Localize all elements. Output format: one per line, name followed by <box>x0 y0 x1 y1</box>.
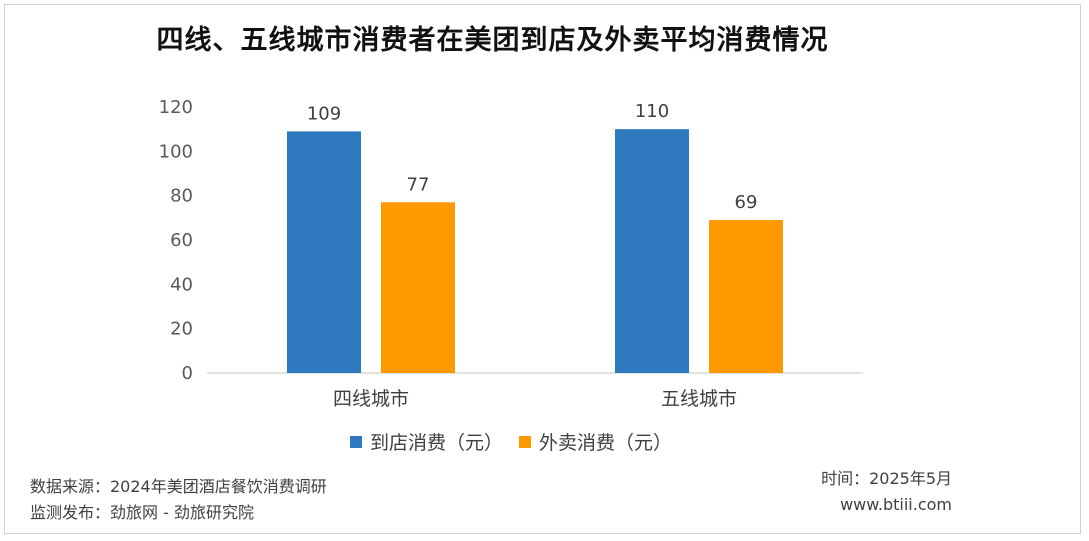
legend-item-dine-in: 到店消费（元） <box>350 428 503 455</box>
data-label: 77 <box>407 174 430 195</box>
bar <box>709 220 783 373</box>
y-axis-ticks: 0 20 40 60 80 100 120 <box>159 97 193 384</box>
website: www.btiii.com <box>840 495 952 514</box>
data-label: 110 <box>635 101 669 122</box>
x-axis-categories: 四线城市 五线城市 <box>333 388 737 410</box>
publish-date: 时间：2025年5月 <box>821 469 952 488</box>
legend-label-delivery: 外卖消费（元） <box>539 432 673 454</box>
footer-right: 时间：2025年5月 www.btiii.com <box>821 466 952 518</box>
legend-label-dine-in: 到店消费（元） <box>370 432 504 454</box>
data-labels: 109 77 110 69 <box>307 101 758 213</box>
data-label: 109 <box>307 103 341 124</box>
y-tick-label: 20 <box>170 319 193 340</box>
bar <box>287 131 361 373</box>
footer-left: 数据来源：2024年美团酒店餐饮消费调研 监测发布：劲旅网 - 劲旅研究院 <box>30 474 327 526</box>
y-tick-label: 0 <box>182 363 193 384</box>
x-category-label: 四线城市 <box>333 388 409 410</box>
legend: 到店消费（元） 外卖消费（元） <box>350 428 672 455</box>
chart-frame <box>4 4 1081 534</box>
bar <box>615 129 689 373</box>
data-label: 69 <box>735 192 758 213</box>
x-category-label: 五线城市 <box>661 388 737 410</box>
y-tick-label: 120 <box>159 97 193 118</box>
bar <box>381 202 455 373</box>
y-tick-label: 80 <box>170 186 193 207</box>
y-tick-label: 60 <box>170 230 193 251</box>
data-source: 数据来源：2024年美团酒店餐饮消费调研 <box>30 477 327 496</box>
bar-series <box>287 129 783 373</box>
chart-title: 四线、五线城市消费者在美团到店及外卖平均消费情况 <box>156 25 829 56</box>
y-tick-label: 40 <box>170 274 193 295</box>
publisher: 监测发布：劲旅网 - 劲旅研究院 <box>30 503 254 522</box>
y-tick-label: 100 <box>159 141 193 162</box>
legend-item-delivery: 外卖消费（元） <box>519 428 672 455</box>
legend-swatch-dine-in <box>350 435 362 448</box>
legend-swatch-delivery <box>519 435 532 448</box>
